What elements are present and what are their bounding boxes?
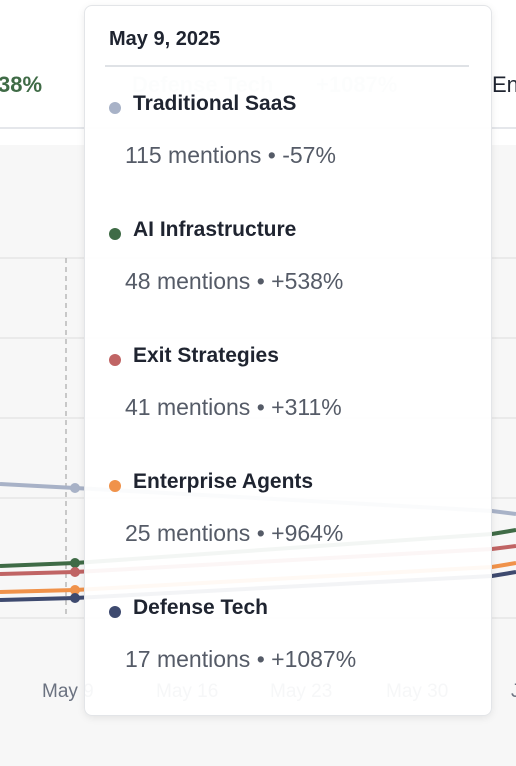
series-detail: 41 mentions • +311%	[125, 394, 342, 420]
point	[70, 593, 80, 603]
series-dot	[109, 606, 121, 618]
tooltip-item: Defense Tech 17 mentions • +1087%	[109, 594, 479, 704]
tooltip-item: Enterprise Agents 25 mentions • +964%	[109, 468, 479, 578]
series-name: AI Infrastructure	[133, 218, 297, 241]
series-dot	[109, 354, 121, 366]
series-dot	[109, 228, 121, 240]
separator	[105, 65, 469, 67]
point	[70, 585, 80, 595]
legend-change: 38%	[0, 72, 43, 97]
tooltip-item: Exit Strategies 41 mentions • +311%	[109, 342, 479, 452]
series-dot	[109, 102, 121, 114]
point	[70, 558, 80, 568]
series-detail: 25 mentions • +964%	[125, 520, 344, 546]
legend-name: En	[492, 72, 516, 97]
x-tick-label: May 9	[42, 681, 94, 702]
point	[70, 567, 80, 577]
tooltip-title: May 9, 2025	[109, 28, 221, 50]
tooltip-item: Traditional SaaS 115 mentions • -57%	[109, 90, 479, 200]
series-name: Enterprise Agents	[133, 470, 314, 493]
x-tick-label: J	[511, 681, 516, 702]
tooltip: May 9, 2025 Traditional SaaS 115 mentions…	[84, 5, 492, 716]
series-detail: 17 mentions • +1087%	[125, 646, 357, 672]
series-name: Exit Strategies	[133, 344, 279, 367]
series-detail: 115 mentions • -57%	[125, 142, 336, 168]
point	[70, 483, 80, 493]
series-name: Defense Tech	[133, 596, 268, 619]
tooltip-item: AI Infrastructure 48 mentions • +538%	[109, 216, 479, 326]
series-name: Traditional SaaS	[133, 92, 297, 115]
series-detail: 48 mentions • +538%	[125, 268, 344, 294]
series-dot	[109, 480, 121, 492]
